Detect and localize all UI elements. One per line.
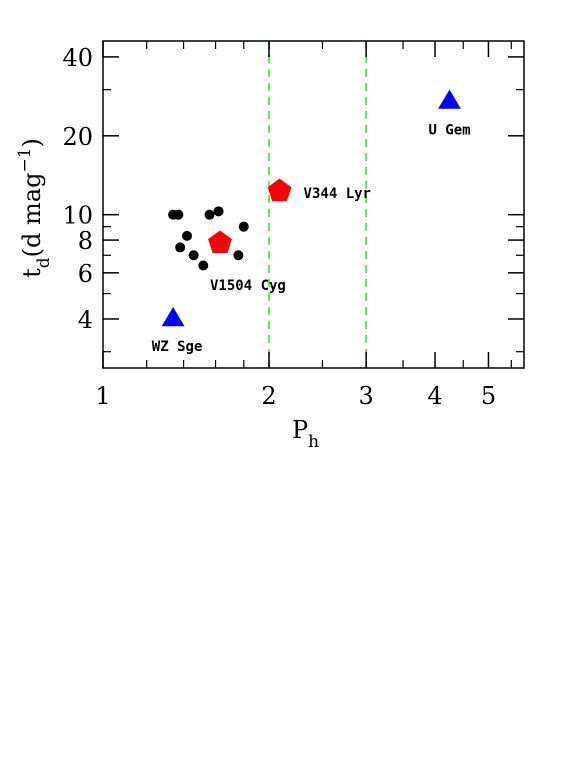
point-label: U Gem <box>428 123 470 139</box>
y-tick-label: 4 <box>78 306 93 334</box>
data-point <box>181 230 192 241</box>
x-tick-label: 5 <box>481 382 496 410</box>
y-tick-label: 20 <box>62 123 93 151</box>
point-label: V1504 Cyg <box>210 278 286 294</box>
x-tick-label: 2 <box>261 382 276 410</box>
tick-labels: 1 2 3 4 5 4 6 810 20 40 <box>62 44 496 410</box>
y-tick-label: 10 <box>62 202 93 230</box>
data-point <box>175 242 186 253</box>
data-point <box>173 209 184 220</box>
y-tick-label: 8 <box>78 227 93 255</box>
data-point <box>213 206 224 217</box>
data-point-pentagon <box>267 178 292 202</box>
data-point <box>233 250 244 261</box>
x-axis-label: Ph <box>292 416 319 452</box>
reference-lines <box>268 41 367 368</box>
x-axis-label-sub: h <box>308 432 319 452</box>
point-annotations: V1504 Cyg V344 Lyr WZ Sge U Gem <box>152 123 471 355</box>
y-axis-label-sub: d <box>34 257 54 268</box>
x-axis-label-main: P <box>292 416 308 444</box>
point-label: WZ Sge <box>152 339 203 355</box>
data-point <box>188 250 199 261</box>
x-tick-label: 1 <box>95 382 110 410</box>
y-tick-label: 6 <box>78 260 93 288</box>
data-point <box>238 221 249 232</box>
x-tick-label: 3 <box>358 382 373 410</box>
y-axis-label-close: ) <box>18 138 46 147</box>
data-point-triangle <box>161 306 185 327</box>
y-axis-label-main: t <box>18 268 46 278</box>
data-markers <box>161 89 461 327</box>
data-point-triangle <box>438 89 461 109</box>
x-tick-label: 4 <box>427 382 442 410</box>
data-point-pentagon <box>208 230 232 254</box>
y-axis-label-sup: −1 <box>15 147 35 172</box>
data-point <box>198 260 209 271</box>
point-label: V344 Lyr <box>304 186 371 202</box>
plot-frame <box>102 40 525 369</box>
y-tick-label: 40 <box>62 44 93 72</box>
axis-ticks <box>102 41 524 368</box>
data-point <box>204 209 215 220</box>
y-axis-label: td(d mag−1) <box>15 138 54 278</box>
y-axis-label-rest: (d mag <box>18 173 46 258</box>
